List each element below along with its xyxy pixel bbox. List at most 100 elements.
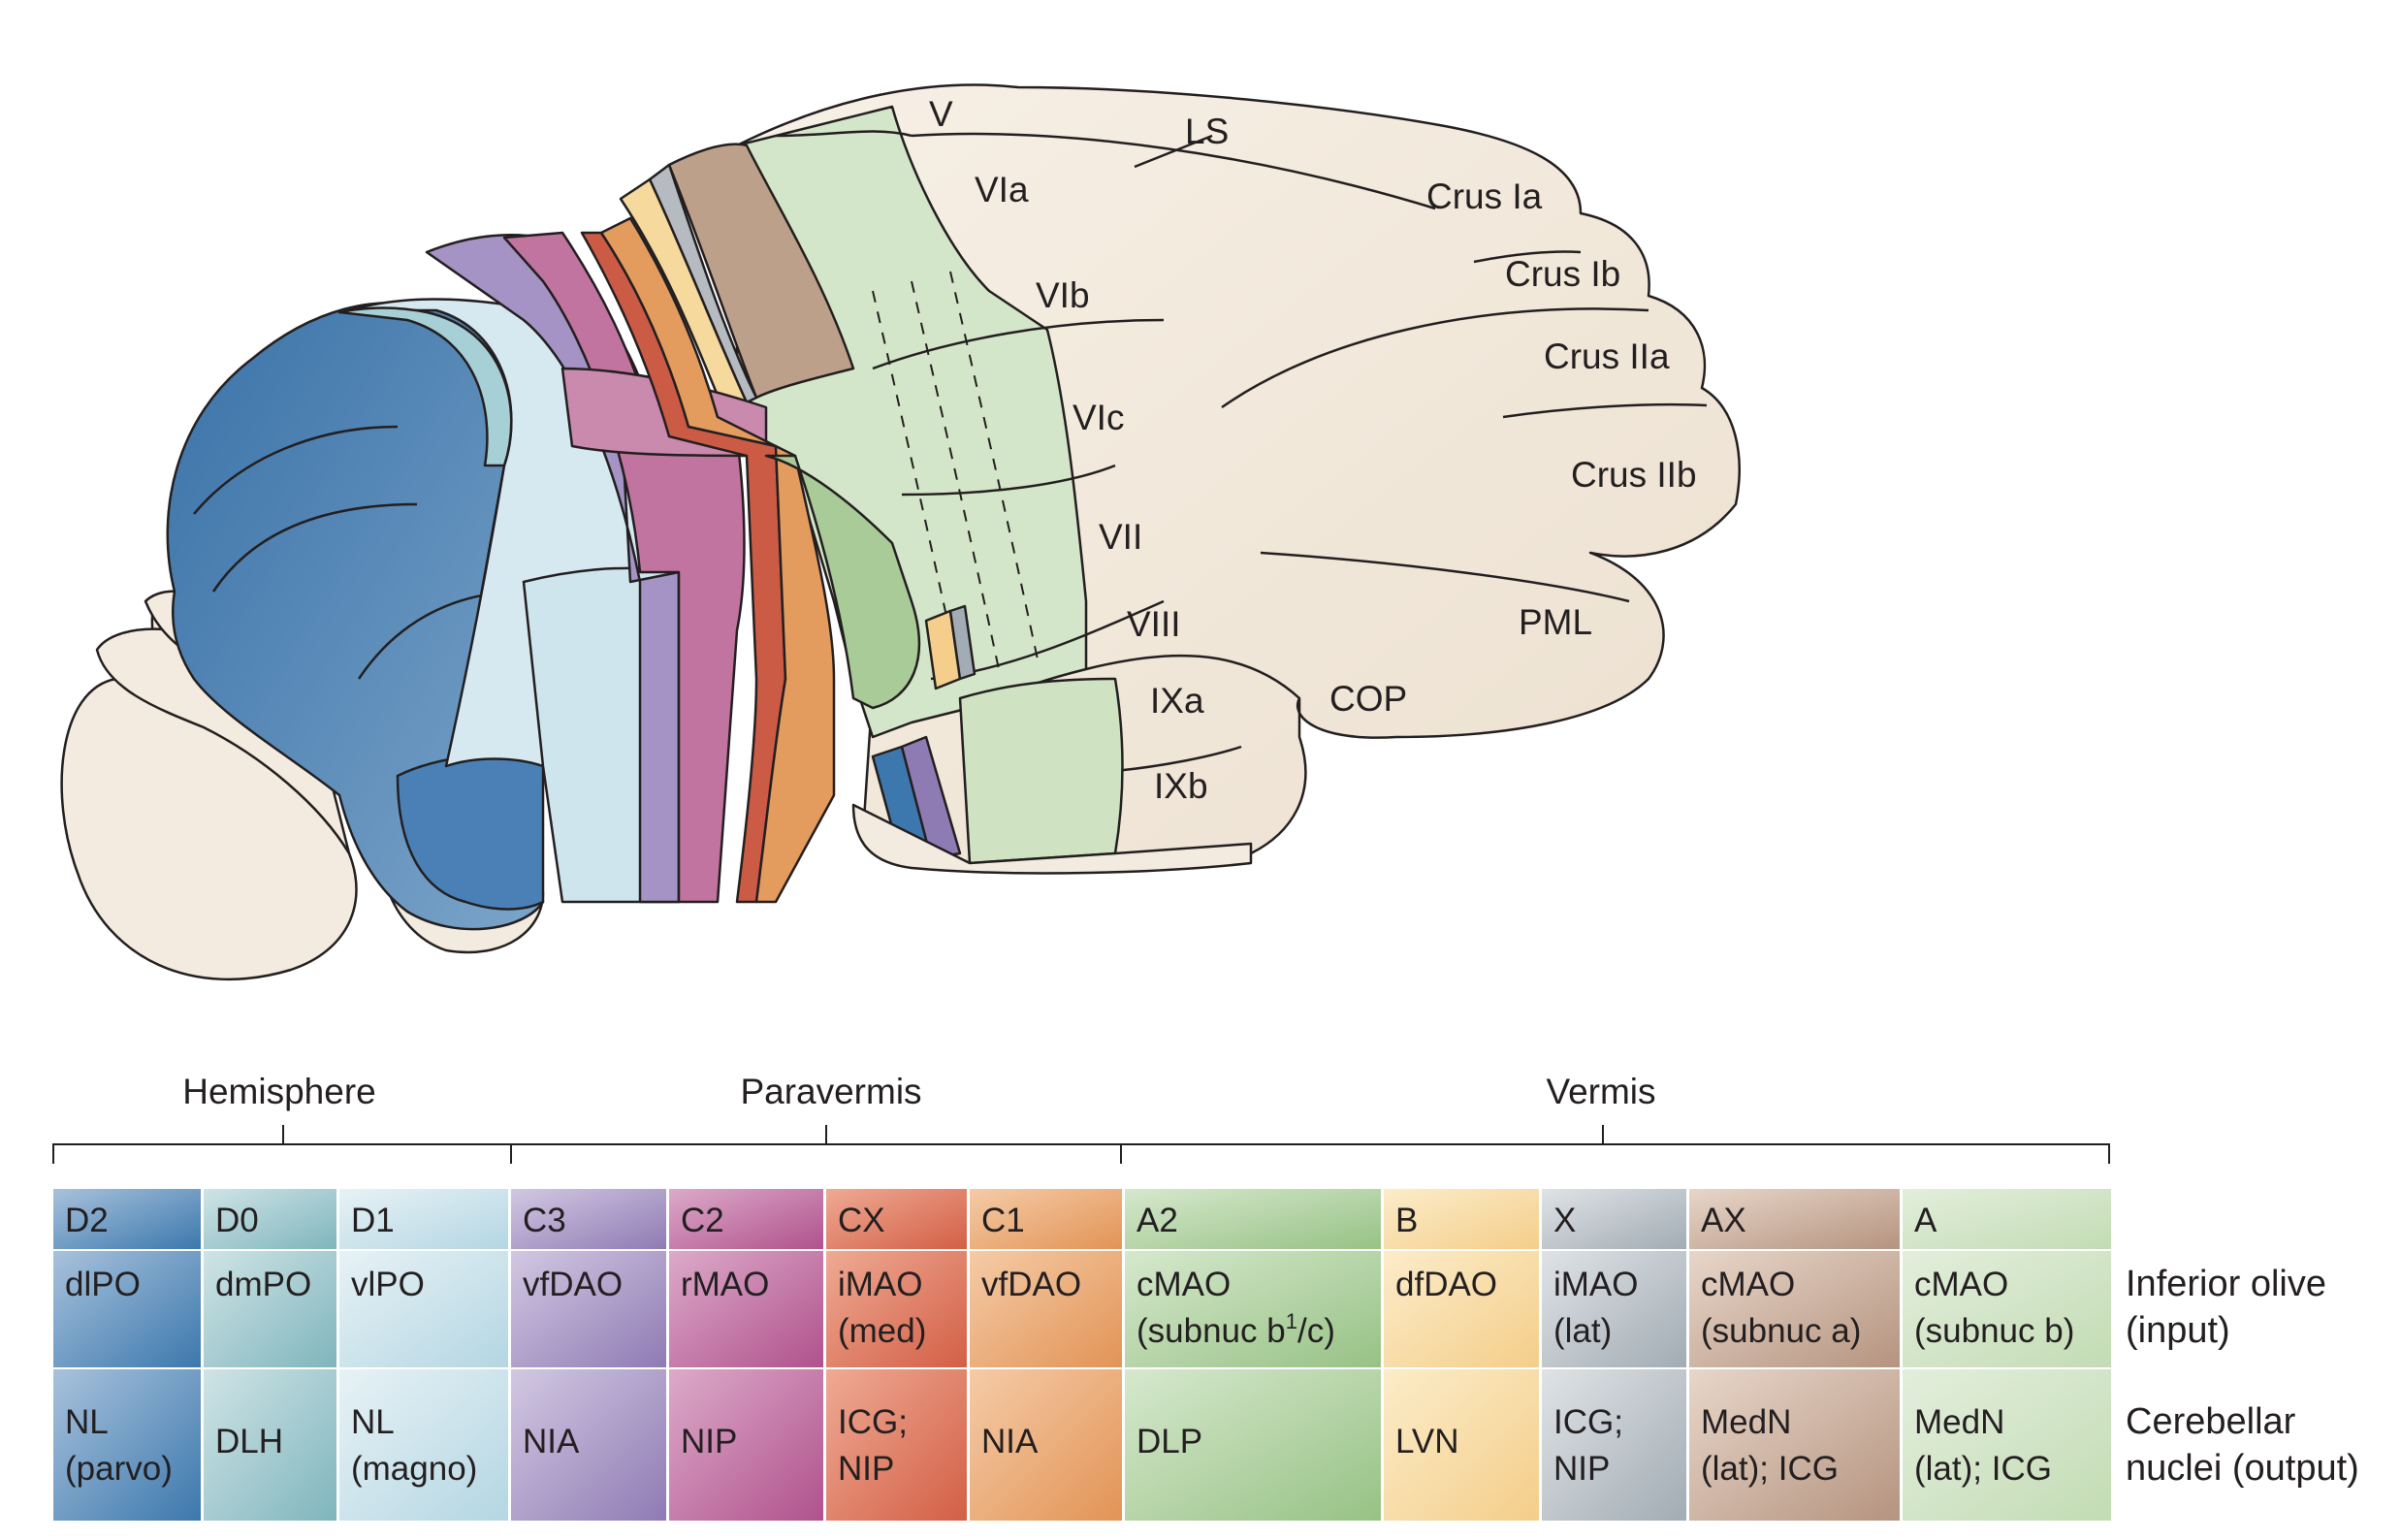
- row-titles: Inferior olive (input) Cerebellar nuclei…: [2126, 1264, 2359, 1489]
- zone-cell: [339, 1369, 508, 1521]
- zone-nuclei: DLP: [1136, 1423, 1202, 1460]
- zone-cell: [826, 1189, 967, 1249]
- hemisphere-fold-2: [211, 502, 418, 593]
- zone-cell: [1125, 1369, 1381, 1521]
- vermis-line-vib: [872, 318, 1165, 370]
- label-via: VIa: [975, 170, 1029, 209]
- zone-nuclei: MedN (lat); ICG: [1914, 1403, 2052, 1488]
- row-title-cerebellar-nuclei: Cerebellar nuclei (output): [2126, 1401, 2359, 1489]
- fissure-cop: [1085, 654, 1300, 699]
- zone-nuclei: DLH: [215, 1423, 283, 1460]
- bottom-strip-x: [948, 604, 976, 681]
- zone-cell: [1384, 1251, 1539, 1367]
- hemisphere-fold-1: [193, 425, 399, 515]
- zone-column-c1: C1 vfDAO NIA: [970, 1189, 1122, 1521]
- zone-cell: [970, 1251, 1122, 1367]
- zone-cell: [826, 1251, 967, 1367]
- zone-cell: [1384, 1189, 1539, 1249]
- zone-cell: [1689, 1189, 1900, 1249]
- zone-olive: rMAO: [681, 1266, 769, 1303]
- zone-a2-band: [764, 454, 920, 710]
- fissure-crus-ib: [1473, 250, 1582, 264]
- label-vii: VII: [1099, 517, 1142, 557]
- zone-name: A2: [1136, 1202, 1178, 1239]
- fissure-crus-iib: [1502, 402, 1708, 419]
- zone-nuclei: NL (parvo): [65, 1403, 173, 1488]
- label-crus-iib: Crus IIb: [1571, 455, 1697, 495]
- zone-column-cx: CX iMAO (med) ICG; NIP: [826, 1189, 967, 1521]
- zone-cell: [1903, 1189, 2111, 1249]
- zone-name: C1: [981, 1202, 1025, 1239]
- row-title-inferior-olive: Inferior olive (input): [2126, 1264, 2337, 1351]
- zone-cell: [1542, 1251, 1686, 1367]
- zone-cell: [339, 1189, 508, 1249]
- zone-nuclei: NIA: [981, 1423, 1039, 1460]
- region-vermis: Vermis: [1546, 1072, 1655, 1111]
- region-bracket: [52, 1125, 2110, 1164]
- label-vic: VIc: [1072, 398, 1124, 437]
- zone-table: D2 dlPO NL (parvo) D0 dmPO DLH D1 vlPO NL (magno) C…: [53, 1189, 2111, 1521]
- zone-cell: [669, 1251, 823, 1367]
- label-pml: PML: [1519, 602, 1592, 642]
- region-paravermis: Paravermis: [740, 1072, 921, 1111]
- zone-cell: [970, 1189, 1122, 1249]
- zone-cell: [826, 1369, 967, 1521]
- label-ls: LS: [1185, 112, 1229, 151]
- zone-name: C3: [523, 1202, 566, 1239]
- fissure-ix: [1114, 745, 1242, 773]
- zone-olive: cMAO (subnuc b): [1914, 1266, 2074, 1350]
- zone-name: D2: [65, 1202, 109, 1239]
- zone-name: CX: [838, 1202, 885, 1239]
- zone-olive: vfDAO: [523, 1266, 623, 1303]
- zone-column-c2: C2 rMAO NIP: [669, 1189, 823, 1521]
- zone-column-d1: D1 vlPO NL (magno): [339, 1189, 508, 1521]
- vermis-line-vic: [901, 464, 1116, 497]
- label-vib: VIb: [1036, 275, 1090, 315]
- zone-name: AX: [1701, 1202, 1746, 1239]
- zone-cell: [1125, 1251, 1381, 1367]
- zone-nuclei: NL (magno): [351, 1403, 477, 1488]
- zone-nuclei: ICG; NIP: [1553, 1403, 1623, 1488]
- zone-cell: [204, 1189, 336, 1249]
- zone-cell: [204, 1369, 336, 1521]
- label-ixa: IXa: [1150, 681, 1204, 721]
- zone-cell: [1903, 1369, 2111, 1521]
- zone-nuclei: NIP: [681, 1423, 737, 1460]
- zone-cell: [1125, 1189, 1381, 1249]
- zone-nuclei: MedN (lat); ICG: [1701, 1403, 1839, 1488]
- zone-cell: [669, 1189, 823, 1249]
- bottom-strip-c3: [900, 735, 962, 860]
- lobule-labels: V LS VIa Crus Ia Crus Ib VIb Crus IIa VI…: [929, 94, 1697, 806]
- zone-olive: dmPO: [215, 1266, 311, 1303]
- zone-nuclei: LVN: [1395, 1423, 1459, 1460]
- zone-olive: dlPO: [65, 1266, 141, 1303]
- zone-column-a2: A2 cMAO (subnuc b1/c) DLP: [1125, 1189, 1381, 1521]
- zone-cell: [339, 1251, 508, 1367]
- zone-name: D0: [215, 1202, 259, 1239]
- fissure-crus-iia: [1221, 307, 1649, 409]
- zone-olive: vfDAO: [981, 1266, 1081, 1303]
- fissure-pml: [1260, 551, 1630, 603]
- zone-ax-band: [667, 143, 855, 400]
- zone-d0-band: [337, 306, 513, 467]
- zone-cell: [511, 1189, 666, 1249]
- zone-cell: [1384, 1369, 1539, 1521]
- cerebellum-illustration: [60, 83, 1741, 981]
- zone-nuclei: ICG; NIP: [838, 1403, 908, 1488]
- region-hemisphere: Hemisphere: [182, 1072, 375, 1111]
- fissure-crus-ia: [911, 132, 1436, 210]
- label-crus-ib: Crus Ib: [1505, 254, 1620, 294]
- zone-column-ax: AX cMAO (subnuc a) MedN (lat); ICG: [1689, 1189, 1900, 1521]
- zone-cell: [1689, 1251, 1900, 1367]
- zone-cell: [970, 1369, 1122, 1521]
- zone-cell: [53, 1189, 201, 1249]
- zone-cell: [1542, 1189, 1686, 1249]
- zone-cell: [53, 1369, 201, 1521]
- zone-name: B: [1395, 1202, 1418, 1239]
- zone-olive: vlPO: [351, 1266, 425, 1303]
- label-cop: COP: [1329, 679, 1407, 719]
- zone-c1-band: [599, 216, 836, 904]
